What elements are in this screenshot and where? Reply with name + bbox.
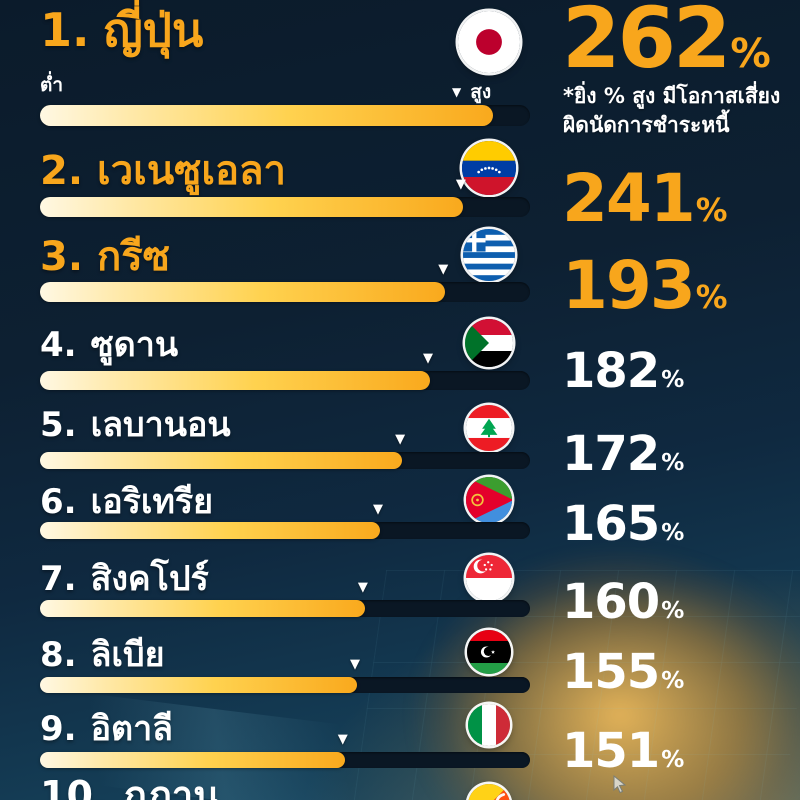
row-title-9: 9. อิตาลี [40,708,173,751]
row-title-10: 10. ภูฏาน [40,772,219,800]
value-label-8: 155% [562,644,684,700]
row-title-8: 8. ลิเบีย [40,634,165,677]
bar-track: ▼ [40,658,530,693]
rank-number: 2. [40,148,84,194]
row-title-3: 3. กรีซ [40,232,170,282]
bar-track [40,105,530,126]
rank-number: 8. [40,635,77,675]
venezuela-flag-icon [462,141,516,195]
row-title-4: 4. ซูดาน [40,324,178,367]
rank-number: 1. [40,3,90,57]
bar-track: ▼ [40,503,530,539]
country-name: ซูดาน [90,325,179,365]
italy-flag-icon [468,704,510,746]
rank-number: 3. [40,234,84,280]
row-title-2: 2. เวเนซูเอลา [40,146,286,196]
bar-track: ▼ [40,263,530,302]
value-label-6: 165% [562,496,684,552]
country-name: ลิเบีย [90,635,165,675]
bar-fill [40,677,358,693]
japan-flag-icon [458,11,520,73]
percent-sign: % [695,280,728,316]
bar-marker-icon: ▼ [373,502,384,517]
country-name: เลบานอน [90,405,231,445]
percent-sign: % [661,747,684,773]
bar-track: ▼ [40,352,530,390]
row-title-1: 1. ญี่ปุ่น [40,2,203,60]
bar-marker-icon: ▼ [423,351,434,366]
value-label-5: 172% [562,426,684,482]
bar-fill [40,105,493,126]
libya-flag-icon [467,630,511,674]
rank-number: 10. [40,773,108,800]
rank-number: 6. [40,482,77,522]
bar-row-6: ▼ [40,503,530,539]
rank-number: 9. [40,709,77,749]
lebanon-flag-icon [466,405,512,451]
value-label-3: 193% [562,247,728,324]
bar-row-3: ▼ [40,263,530,302]
bar-fill [40,282,446,302]
bar-fill [40,197,463,217]
bar-marker-icon: ▼ [350,657,361,672]
bar-fill [40,522,381,539]
percent-sign: % [661,598,684,624]
percent-sign: % [661,450,684,476]
bar-fill [40,752,345,768]
value-label-4: 182% [562,343,684,399]
country-name: สิงคโปร์ [90,559,209,599]
bar-row-8: ▼ [40,658,530,693]
value-label-2: 241% [562,160,728,237]
percent-sign: % [661,367,684,393]
eritrea-flag-icon [466,477,512,523]
value-label-7: 160% [562,574,684,630]
bar-row-1 [40,105,530,126]
rank-number: 4. [40,325,77,365]
bar-fill [40,600,365,617]
percent-sign: % [730,30,770,77]
bar-track: ▼ [40,733,530,768]
country-name: เอริเทรีย [90,482,214,522]
country-name: กรีซ [97,234,170,280]
rank-number: 5. [40,405,77,445]
bar-marker-icon: ▼ [395,432,406,447]
bar-track: ▼ [40,433,530,469]
percent-sign: % [695,193,728,229]
bar-row-9: ▼ [40,733,530,768]
bar-row-2: ▼ [40,178,530,217]
scale-low-label: ต่ำ [40,74,64,96]
note-text: *ยิ่ง % สูง มีโอกาสเสี่ยง ผิดนัดการชำระห… [563,84,781,137]
country-name: เวเนซูเอลา [97,148,286,194]
bar-marker-icon: ▼ [438,262,449,277]
rank-number: 7. [40,559,77,599]
value-label-9: 151% [562,723,684,779]
bar-marker-icon: ▼ [357,580,368,595]
row-title-5: 5. เลบานอน [40,404,231,447]
bar-marker-icon: ▼ [337,732,348,747]
bar-track: ▼ [40,178,530,217]
bar-fill [40,452,403,469]
bar-fill [40,371,431,390]
scale-high-label: ▼ สูง [452,81,492,103]
bar-marker-icon: ▼ [455,177,466,192]
greece-flag-icon [463,229,515,281]
value-label-1: 262% [562,0,771,87]
bar-row-5: ▼ [40,433,530,469]
bar-row-4: ▼ [40,352,530,390]
bar-track: ▼ [40,581,530,617]
triangle-down-icon: ▼ [452,85,462,99]
percent-sign: % [661,520,684,546]
bhutan-flag-icon [468,784,510,800]
bar-row-7: ▼ [40,581,530,617]
country-name: อิตาลี [90,709,174,749]
country-name: ภูฏาน [121,773,220,800]
row-title-6: 6. เอริเทรีย [40,481,213,524]
country-name: ญี่ปุ่น [103,3,204,57]
row-title-7: 7. สิงคโปร์ [40,558,209,601]
percent-sign: % [661,668,684,694]
singapore-flag-icon [466,555,512,601]
sudan-flag-icon [465,319,513,367]
